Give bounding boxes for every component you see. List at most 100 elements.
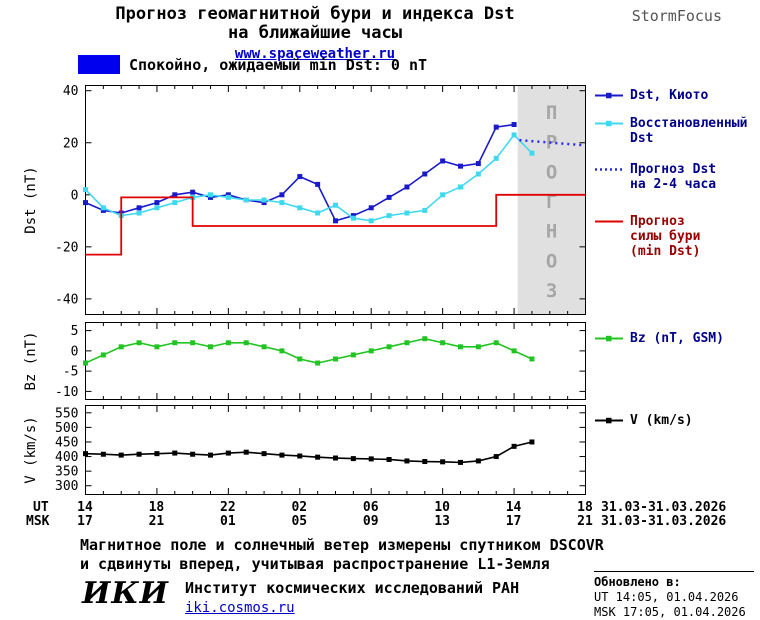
msk-tick-label: 09 bbox=[362, 514, 379, 529]
series-marker bbox=[315, 454, 321, 460]
legend-label: Восстановленный Dst bbox=[630, 116, 748, 146]
series-marker bbox=[511, 443, 517, 449]
iki-link[interactable]: iki.cosmos.ru bbox=[184, 600, 295, 616]
series-marker bbox=[368, 456, 374, 462]
ut-tick-label: 14 bbox=[77, 500, 93, 515]
series-marker bbox=[297, 205, 303, 211]
series-marker bbox=[297, 356, 303, 362]
ut-tick-label: 18 bbox=[577, 500, 593, 515]
forecast-band-label: О bbox=[546, 161, 557, 183]
series-marker bbox=[422, 171, 428, 177]
institute-block: ИКИ Институт космических исследований РА… bbox=[82, 576, 519, 616]
series-marker bbox=[243, 197, 249, 203]
series-marker bbox=[100, 352, 106, 358]
series-marker bbox=[422, 336, 428, 342]
series-marker bbox=[404, 340, 410, 346]
series-marker bbox=[83, 187, 88, 193]
y-tick-label: 0 bbox=[71, 344, 79, 359]
series-marker bbox=[208, 194, 213, 200]
measurement-note-line1: Магнитное поле и солнечный ветер измерен… bbox=[80, 536, 604, 554]
ut-tick-label: 10 bbox=[434, 500, 450, 515]
series-marker bbox=[136, 451, 142, 457]
y-axis-title: Bz (nT) bbox=[23, 331, 39, 390]
series-marker bbox=[493, 124, 499, 130]
y-axis-title: Dst (nT) bbox=[23, 166, 39, 233]
series-marker bbox=[225, 192, 231, 198]
forecast-band-label: О bbox=[546, 250, 557, 272]
forecast-band-label: Г bbox=[546, 191, 557, 213]
series-marker bbox=[208, 344, 213, 350]
title-block: Прогноз геомагнитной бури и индекса Dst … bbox=[0, 4, 630, 63]
y-tick-label: -40 bbox=[55, 292, 78, 307]
series-marker bbox=[315, 181, 321, 187]
series-marker bbox=[154, 200, 160, 206]
series-marker bbox=[100, 205, 106, 211]
legend-label: V (km/s) bbox=[630, 413, 693, 428]
series-marker bbox=[458, 184, 463, 190]
series-marker bbox=[368, 218, 374, 224]
series-marker bbox=[100, 451, 106, 457]
ut-tick-label: 14 bbox=[505, 500, 522, 515]
series-marker bbox=[136, 340, 142, 346]
series-marker bbox=[261, 451, 267, 457]
series-marker bbox=[83, 200, 88, 206]
series-marker bbox=[386, 344, 392, 350]
series-marker bbox=[333, 356, 338, 362]
msk-tick-label: 13 bbox=[434, 514, 450, 529]
legend-label: Прогноз силы бури (min Dst) bbox=[630, 214, 701, 259]
series-marker bbox=[172, 450, 178, 456]
series-marker bbox=[368, 348, 374, 354]
series-marker bbox=[529, 356, 535, 362]
y-tick-label: 5 bbox=[71, 324, 79, 339]
legend-label: Bz (nT, GSM) bbox=[630, 331, 724, 346]
iki-logo: ИКИ bbox=[82, 576, 169, 611]
series-marker bbox=[172, 192, 178, 198]
series-marker bbox=[315, 360, 321, 366]
spaceweather-link[interactable]: www.spaceweather.ru bbox=[234, 46, 396, 62]
legend-item: Прогноз силы бури (min Dst) bbox=[594, 214, 700, 259]
plot-border bbox=[85, 405, 586, 495]
legend-swatch-line-marker bbox=[594, 117, 624, 134]
y-tick-label: -10 bbox=[55, 385, 78, 400]
y-tick-label: 20 bbox=[63, 136, 79, 151]
msk-tick-label: 17 bbox=[505, 514, 522, 529]
ut-date-range: 31.03-31.03.2026 bbox=[601, 500, 727, 515]
series-marker bbox=[118, 452, 124, 458]
series-line bbox=[84, 133, 533, 222]
msk-tick-label: 05 bbox=[291, 514, 308, 529]
series-marker bbox=[333, 455, 338, 461]
series-marker bbox=[190, 451, 196, 457]
series-marker bbox=[261, 197, 267, 203]
page-title-line2: на ближайшие часы bbox=[228, 23, 402, 43]
msk-tick-label: 01 bbox=[220, 514, 236, 529]
series-marker bbox=[350, 352, 356, 358]
storm-status-banner: Спокойно, ожидаемый min Dst: 0 nT bbox=[78, 55, 427, 74]
series-marker bbox=[386, 456, 392, 462]
series-marker bbox=[279, 348, 285, 354]
series-marker bbox=[208, 452, 213, 458]
series-marker bbox=[136, 205, 142, 211]
series-marker bbox=[350, 215, 356, 221]
y-tick-label: 450 bbox=[55, 435, 78, 450]
series-marker bbox=[440, 192, 446, 198]
forecast-band bbox=[517, 85, 586, 315]
legend-swatch-line-marker bbox=[594, 332, 624, 349]
series-marker bbox=[475, 344, 481, 350]
series-marker bbox=[368, 205, 374, 211]
series-marker bbox=[511, 132, 517, 138]
institute-name: Институт космических исследований РАН bbox=[184, 579, 520, 597]
series-marker bbox=[350, 213, 356, 219]
bz-legend: Bz (nT, GSM) bbox=[594, 331, 760, 361]
forecast-band-label: Р bbox=[546, 132, 557, 154]
msk-tick-label: 17 bbox=[77, 514, 93, 529]
storm-level-text: Спокойно, ожидаемый min Dst: 0 nT bbox=[129, 55, 428, 74]
series-marker bbox=[279, 200, 285, 206]
series-marker bbox=[475, 161, 481, 167]
legend-swatch-line-marker bbox=[594, 414, 624, 431]
series-marker bbox=[529, 150, 535, 156]
series-marker bbox=[315, 210, 321, 216]
page-title: Прогноз геомагнитной бури и индекса Dst bbox=[115, 4, 515, 24]
y-tick-label: 350 bbox=[55, 465, 78, 480]
dst-legend: Dst, Киото Восстановленный Dst Прогноз Dst н… bbox=[594, 86, 760, 326]
